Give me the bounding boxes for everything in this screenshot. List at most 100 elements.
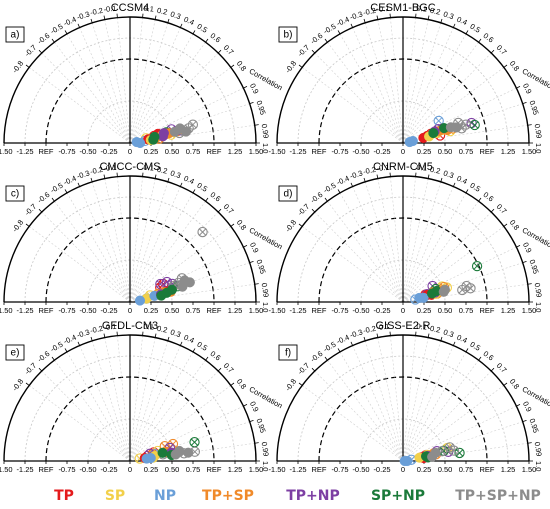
corr-tick-label-13: -0.2 [362,6,376,17]
x-tick-label-3: -0.75 [58,147,75,156]
x-tick-label-4: -0.50 [352,147,369,156]
corr-tick-label-16: -0.5 [322,181,338,195]
corr-tick-label-18: -0.7 [296,202,312,217]
corr-tick-5 [205,356,209,361]
corr-tick-label-12: -0.1 [376,4,390,14]
crossed-point-5-1 [454,447,465,459]
x-tick-label-7: 0.25 [144,147,159,156]
corr-tick-10 [527,124,532,126]
x-tick-label-12: 1.50 [522,306,537,315]
corr-tick-19 [25,64,30,68]
panel-label: e) [11,348,20,359]
corr-tick-label-13: -0.2 [89,324,103,335]
corr-tick-label-13: -0.2 [362,165,376,176]
panel-title: CCSM4 [111,2,150,14]
corr-tick-label-18: -0.7 [23,361,39,376]
corr-tick-5 [478,38,482,43]
corr-tick-label-1: 0.2 [429,165,441,176]
correlation-ray-18 [302,385,404,462]
x-tick-label-7: 0.25 [417,147,432,156]
corr-tick-6 [217,367,222,372]
panel-3: -1.50-1.25REF-0.75-0.50-0.2500.250.500.7… [0,161,284,315]
corr-tick-label-14: -0.3 [349,168,364,180]
corr-tick-label-6: 0.7 [222,361,236,375]
legend-label-sp: SP [105,488,125,504]
crossed-point-6-2 [461,280,472,292]
correlation-ray-7 [129,67,231,144]
correlation-ray-8 [402,405,517,462]
corr-tick-label-13: -0.2 [362,324,376,335]
filled-point-6-2 [180,126,192,137]
corr-tick-label-9: 0.95 [527,417,540,434]
corr-tick-15 [77,341,80,346]
correlation-ray-4 [402,192,467,303]
corr-tick-1 [154,15,157,20]
x-tick-label-9: 0.75 [186,306,201,315]
correlation-ray-18 [29,67,131,144]
correlation-ray-5 [129,42,206,144]
corr-tick-9 [249,420,254,423]
x-tick-label-9: 0.75 [186,465,201,474]
corr-tick-label-16: -0.5 [49,181,65,195]
x-tick-label-10: REF [207,465,222,474]
corr-tick-19 [298,64,303,68]
corr-tick-label-11: 1.0 [534,461,543,471]
x-tick-label-1: -1.25 [16,465,33,474]
corr-tick-label-8: 0.9 [248,241,261,254]
corr-tick-label-7: 0.8 [508,218,521,232]
panel-title: CMCC-CMS [99,161,160,173]
legend-label-sp-np: SP+NP [371,488,425,504]
x-tick-label-8: 0.50 [438,465,453,474]
panels: -1.50-1.25REF-0.75-0.50-0.2500.250.500.7… [0,2,550,474]
correlation-ray-1 [402,337,429,462]
correlation-ray-0 [402,176,416,303]
corr-tick-label-19: -0.8 [10,377,25,393]
corr-tick-label-4: 0.5 [469,181,483,194]
corr-tick-label-19: -0.8 [10,218,25,234]
corr-tick-label-4: 0.5 [196,22,210,35]
corr-tick-label-16: -0.5 [322,22,338,36]
correlation-ray-2 [402,181,442,303]
corr-tick-7 [503,223,508,227]
correlation-ray-5 [129,360,206,462]
corr-tick-label-8: 0.9 [521,82,534,95]
corr-tick-15 [350,23,353,28]
corr-tick-label-13: -0.2 [89,6,103,17]
correlation-ray-3 [129,345,181,462]
crossed-point-line-b [455,449,464,457]
corr-tick-label-3: 0.4 [182,15,195,27]
corr-tick-19 [25,382,30,386]
correlation-ray-4 [129,33,194,144]
correlation-ray-5 [402,42,479,144]
x-tick-label-9: 0.75 [459,306,474,315]
crossed-point-6-3 [197,226,208,238]
corr-tick-4 [192,348,196,353]
x-tick-label-5: -0.25 [100,147,117,156]
correlation-ray-4 [402,33,467,144]
x-tick-label-5: -0.25 [100,465,117,474]
corr-tick-label-18: -0.7 [23,43,39,58]
x-tick-label-5: -0.25 [373,147,390,156]
crossed-point-4-2 [466,117,477,129]
corr-tick-8 [243,403,248,407]
panel-label: d) [284,189,293,200]
corr-tick-1 [154,174,157,179]
correlation-ray-15 [339,192,404,303]
corr-tick-label-16: -0.5 [322,340,338,354]
corr-tick-label-0: 0.1 [143,4,154,14]
corr-tick-label-5: 0.6 [482,190,496,203]
correlation-ray-8 [402,246,517,303]
corr-tick-label-0: 0.1 [416,4,427,14]
corr-tick-label-5: 0.6 [209,190,223,203]
correlation-ray-17 [41,211,131,303]
corr-tick-18 [311,367,316,372]
correlation-ray-16 [54,201,131,303]
corr-tick-label-9: 0.95 [254,417,267,434]
correlation-ray-3 [402,186,454,303]
x-tick-label-0: -1.50 [0,147,13,156]
x-tick-label-5: -0.25 [373,306,390,315]
correlation-ray-15 [66,192,131,303]
panel-label: b) [284,30,293,41]
corr-tick-1 [427,15,430,20]
filled-point-6-1 [427,451,438,462]
